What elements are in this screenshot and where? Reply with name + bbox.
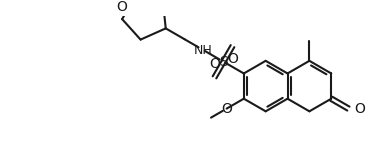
Text: S: S (219, 55, 228, 69)
Text: O: O (209, 57, 220, 71)
Text: O: O (117, 0, 128, 14)
Text: O: O (355, 102, 365, 116)
Text: NH: NH (194, 44, 213, 56)
Text: O: O (221, 102, 232, 116)
Text: O: O (227, 52, 238, 66)
